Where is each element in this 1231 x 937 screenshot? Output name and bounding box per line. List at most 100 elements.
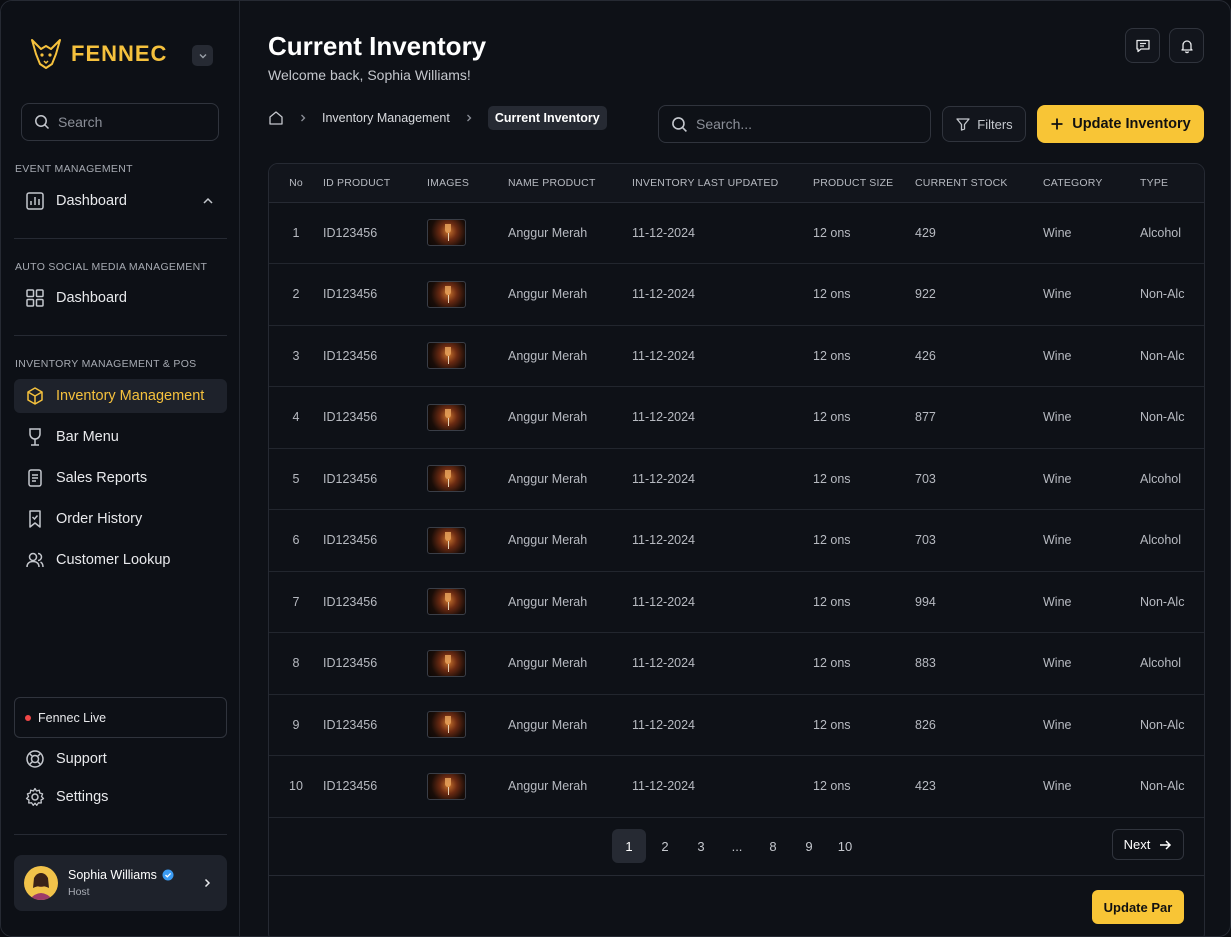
row-number-cell: 9 [269, 694, 323, 756]
update-par-button[interactable]: Update Par [1092, 890, 1184, 924]
product-thumbnail[interactable] [427, 526, 466, 554]
current-stock-cell: 994 [915, 571, 1043, 633]
divider [269, 875, 1204, 876]
product-thumbnail[interactable] [427, 588, 466, 616]
product-size-cell: 12 ons [813, 509, 915, 572]
messages-button[interactable] [1125, 28, 1160, 63]
product-size-cell: 12 ons [813, 448, 915, 510]
product-thumbnail[interactable] [427, 465, 466, 493]
product-size-cell: 12 ons [813, 694, 915, 756]
product-thumbnail[interactable] [427, 219, 466, 247]
table-row[interactable]: 3 ID123456 Anggur Merah 11-12-2024 12 ons 426… [269, 325, 1204, 387]
product-thumbnail[interactable] [427, 649, 466, 677]
chart-icon [26, 192, 44, 210]
welcome-subtitle: Welcome back, Sophia Williams! [268, 67, 471, 83]
inventory-search[interactable] [658, 105, 931, 143]
product-thumbnail[interactable] [427, 772, 466, 800]
page-button[interactable]: 10 [837, 838, 853, 854]
sidebar-item-label: Bar Menu [56, 429, 119, 445]
product-name-cell: Anggur Merah [508, 202, 632, 264]
column-header: INVENTORY LAST UPDATED [632, 164, 813, 203]
chevron-up-icon[interactable] [201, 194, 215, 208]
workspace-dropdown-button[interactable] [192, 45, 213, 66]
table-row[interactable]: 4 ID123456 Anggur Merah 11-12-2024 12 ons 877… [269, 386, 1204, 449]
type-cell: Alcohol [1140, 509, 1204, 572]
sidebar-item-sales-reports[interactable]: Sales Reports [14, 461, 227, 495]
fennec-live-button[interactable]: Fennec Live [14, 697, 227, 738]
main-content: Current Inventory Welcome back, Sophia W… [241, 1, 1230, 936]
sidebar-search[interactable] [21, 103, 219, 141]
product-thumbnail[interactable] [427, 403, 466, 431]
verified-badge-icon [162, 869, 174, 881]
last-updated-cell: 11-12-2024 [632, 263, 813, 326]
table-row[interactable]: 10 ID123456 Anggur Merah 11-12-2024 12 ons 42… [269, 755, 1204, 818]
table-row[interactable]: 7 ID123456 Anggur Merah 11-12-2024 12 ons 994… [269, 571, 1204, 633]
table-row[interactable]: 9 ID123456 Anggur Merah 11-12-2024 12 ons 826… [269, 694, 1204, 756]
product-name-cell: Anggur Merah [508, 755, 632, 818]
notifications-button[interactable] [1169, 28, 1204, 63]
brand-name: FENNEC [71, 41, 168, 66]
gear-icon [25, 787, 45, 806]
product-id-cell: ID123456 [323, 571, 427, 633]
home-icon[interactable] [268, 110, 284, 126]
sidebar-item-inventory-management[interactable]: Inventory Management [14, 379, 227, 413]
filters-button[interactable]: Filters [942, 106, 1026, 142]
category-cell: Wine [1043, 694, 1140, 756]
page-button[interactable]: 1 [612, 829, 646, 863]
next-page-button[interactable]: Next [1112, 829, 1184, 860]
sidebar-item-bar-menu[interactable]: Bar Menu [14, 420, 227, 454]
sidebar-search-input[interactable] [58, 114, 198, 130]
product-thumbnail[interactable] [427, 280, 466, 308]
sidebar-item-social-dashboard[interactable]: Dashboard [14, 281, 227, 315]
page-button[interactable]: 2 [661, 838, 669, 854]
current-stock-cell: 922 [915, 263, 1043, 326]
page-button[interactable]: 8 [769, 838, 777, 854]
category-cell: Wine [1043, 632, 1140, 695]
product-id-cell: ID123456 [323, 755, 427, 818]
fennec-logo-icon [31, 39, 61, 69]
product-size-cell: 12 ons [813, 325, 915, 387]
type-cell: Non-Alc [1140, 755, 1204, 818]
page-button[interactable]: 9 [805, 838, 813, 854]
table-row[interactable]: 2 ID123456 Anggur Merah 11-12-2024 12 ons 922… [269, 263, 1204, 326]
table-row[interactable]: 1 ID123456 Anggur Merah 11-12-2024 12 ons 429… [269, 202, 1204, 264]
sidebar-item-order-history[interactable]: Order History [14, 502, 227, 536]
section-title-event-management: EVENT MANAGEMENT [15, 163, 133, 175]
plus-icon [1051, 118, 1063, 130]
current-stock-cell: 423 [915, 755, 1043, 818]
product-image-cell [427, 509, 508, 572]
row-number-cell: 7 [269, 571, 323, 633]
table-row[interactable]: 6 ID123456 Anggur Merah 11-12-2024 12 ons 703… [269, 509, 1204, 572]
users-icon [26, 552, 44, 568]
current-stock-cell: 826 [915, 694, 1043, 756]
update-inventory-button[interactable]: Update Inventory [1037, 105, 1204, 143]
sidebar-item-label: Settings [56, 789, 109, 805]
page-button[interactable]: 3 [697, 838, 705, 854]
page-ellipsis: ... [731, 838, 743, 854]
breadcrumb-parent-link[interactable]: Inventory Management [322, 110, 450, 125]
product-image-cell [427, 386, 508, 449]
sidebar-item-event-dashboard[interactable]: Dashboard [14, 184, 227, 218]
current-stock-cell: 429 [915, 202, 1043, 264]
product-id-cell: ID123456 [323, 325, 427, 387]
page-title: Current Inventory [268, 31, 487, 61]
column-header: TYPE [1140, 164, 1204, 203]
inventory-search-input[interactable] [696, 116, 916, 132]
table-row[interactable]: 8 ID123456 Anggur Merah 11-12-2024 12 ons 883… [269, 632, 1204, 695]
user-profile-card[interactable]: Sophia Williams Host [14, 855, 227, 911]
table-row[interactable]: 5 ID123456 Anggur Merah 11-12-2024 12 ons 703… [269, 448, 1204, 510]
sidebar-item-support[interactable]: Support [14, 742, 227, 776]
product-thumbnail[interactable] [427, 342, 466, 370]
next-label: Next [1123, 837, 1151, 852]
chevron-right-icon [204, 878, 211, 888]
sidebar-item-customer-lookup[interactable]: Customer Lookup [14, 543, 227, 577]
product-thumbnail[interactable] [427, 711, 466, 739]
product-name-cell: Anggur Merah [508, 571, 632, 633]
sidebar-item-settings[interactable]: Settings [14, 780, 227, 814]
current-stock-cell: 877 [915, 386, 1043, 449]
product-size-cell: 12 ons [813, 755, 915, 818]
search-icon [672, 116, 687, 132]
brand-logo[interactable]: FENNEC [29, 37, 167, 71]
sidebar-item-label: Sales Reports [56, 470, 148, 486]
type-cell: Alcohol [1140, 632, 1204, 695]
